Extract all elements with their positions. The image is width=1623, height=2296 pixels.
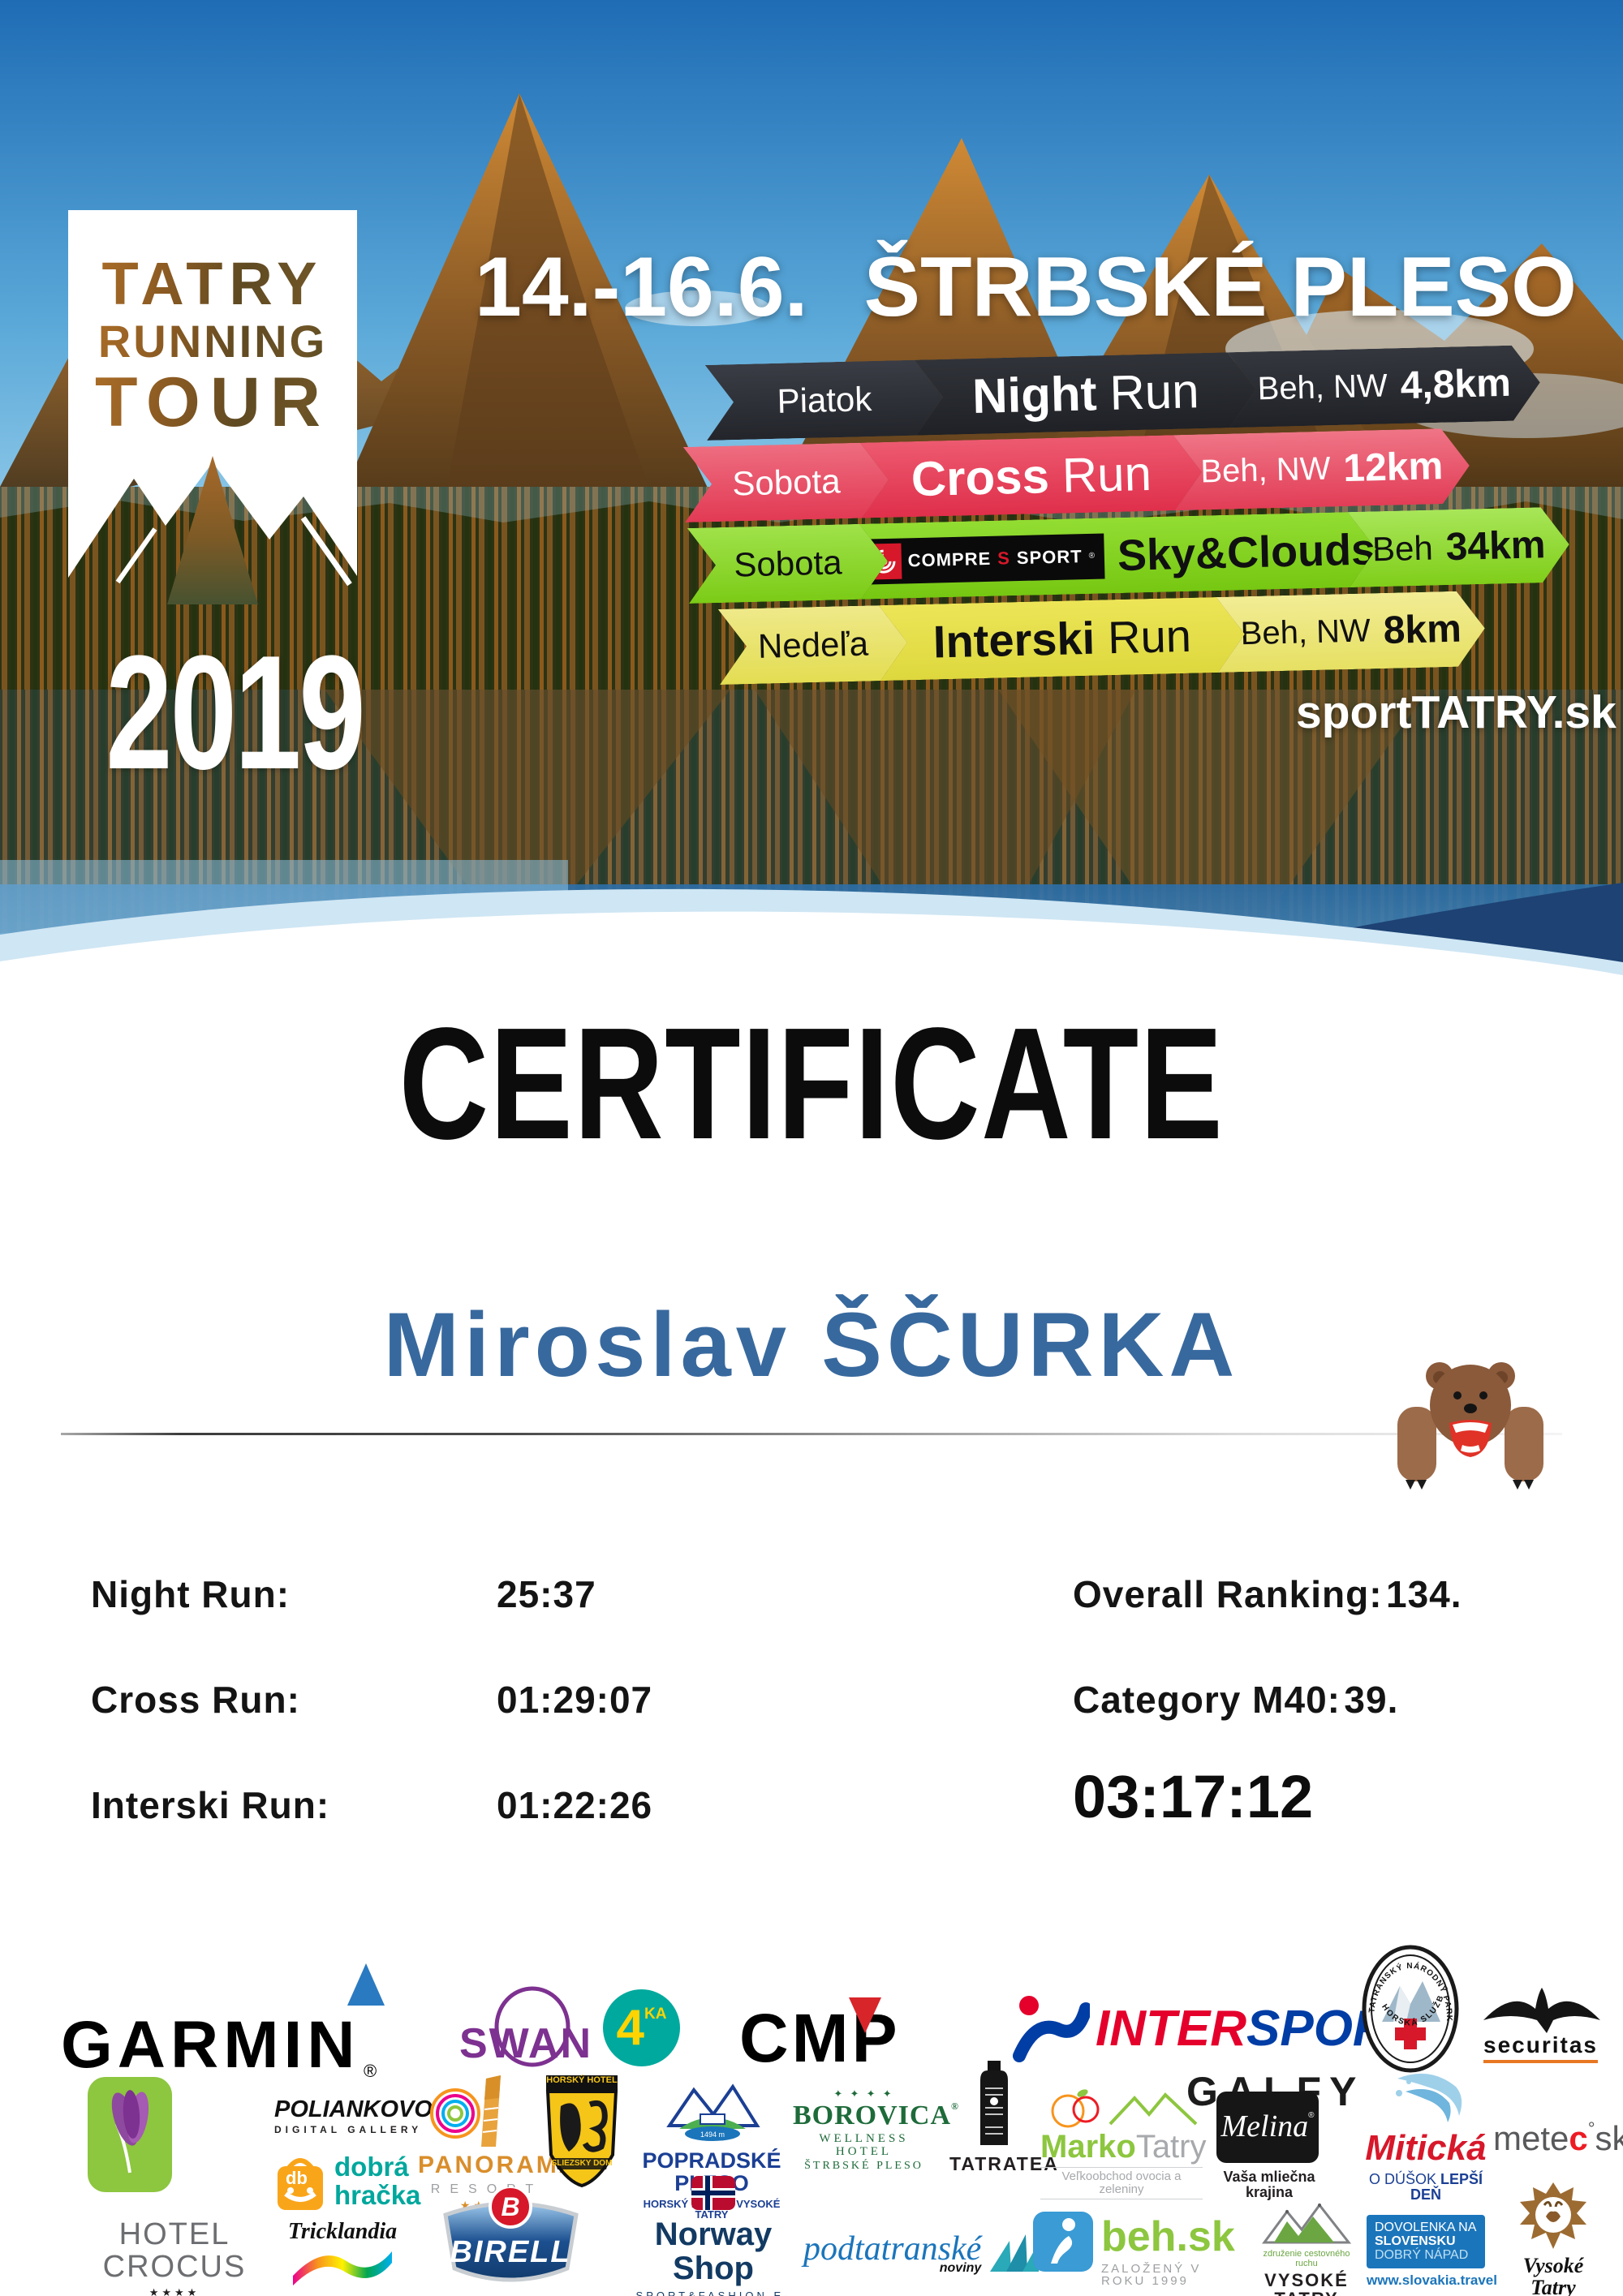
result-label: Cross Run: [91,1679,300,1721]
logo-year: 2019 [105,622,365,803]
norway-flag-icon [691,2176,735,2210]
race-title-segment: Cross Run [860,434,1203,518]
logo-line-tour: TOUR [68,368,357,437]
toy-bag-icon: db [278,2158,323,2210]
race-day-segment: Nedeľa [718,604,908,685]
rainbow-ribbon-icon [293,2251,392,2286]
certificate-title: CERTIFICATE [398,995,1225,1172]
swan-ring-icon [494,1986,570,2067]
sponsor-miticka: Mitická O DÚŠOK LEPŠÍ DEŇ [1357,2070,1495,2203]
tatry-mountains-icon [1262,2203,1352,2244]
bear-mascot-icon [1397,1362,1543,1490]
sponsor-melina: Melina ® Vaša mliečna krajina [1216,2092,1322,2200]
result-value: 25:37 [497,1573,596,1615]
sponsor-sliezsky-dom: HORSKÝ HOTEL SLIEZSKY DOM [541,2074,622,2194]
result-value: 01:29:07 [497,1679,653,1721]
sponsor-poliankovo: POLIANKOVO DIGITAL GALLERY [274,2096,433,2136]
race-day-segment: Sobota [683,442,889,522]
sponsor-tanap-badge: TATRANSKÝ NÁRODNÝ PARK HORSKÁ SLUŽBA [1357,1937,1460,2074]
water-splash-icon [1396,2073,1462,2122]
sponsor-behsk: beh.sk ZALOŽENÝ V ROKU 1999 [1033,2212,1235,2288]
race-info-segment: Beh, NW 8km [1216,591,1486,673]
race-info-segment: Beh 34km [1348,506,1570,587]
sponsor-dovolenka: DOVOLENKA NA SLOVENSKU DOBRÝ NÁPAD www.s… [1367,2215,1497,2288]
sponsor-tatratea: TATRATEA [949,2061,1057,2173]
sponsor-region-tatry: Vysoké Tatry REGIÓN www.regiontatry.sk [1500,2181,1606,2296]
chamois-emblem-icon [1520,2182,1586,2249]
category-ranking: Category M40: 39. [1073,1679,1399,1721]
cmp-triangle-icon [849,1997,881,2033]
garmin-delta-icon [347,1963,385,2006]
sponsor-meteo: metec°sk [1493,2118,1623,2157]
svg-text:db: db [286,2168,308,2188]
securitas-eagle-icon [1483,1988,1600,2033]
result-label: Night Run: [91,1573,291,1615]
sponsor-birell: B BIRELL [436,2185,586,2291]
svg-text:BIRELL: BIRELL [450,2235,570,2269]
race-title-segment: COMPRE S SPORT ® Sky&Clouds [859,511,1377,600]
sponsor-norway-shop: Norway Shop SPORT&FASHION E-SHOP [632,2176,794,2296]
tatratea-bottle-icon [980,2061,1008,2145]
svg-text:1494 m: 1494 m [700,2130,725,2139]
sponsor-tricklandia: Tricklandia [286,2220,399,2290]
behsk-runner-icon [1033,2212,1093,2272]
overall-ranking: Overall Ranking: 134. [1073,1573,1462,1615]
sponsor-hotel-crocus-text: HOTEL CROCUS ★★★★ ŠTRBSKÉ PLESO [102,2217,247,2296]
sponsor-4ka: 4 KA [603,1989,680,2066]
sponsor-podtatranske: podtatranské noviny [803,2230,982,2276]
sponsor-borovica: ✦ ✦ ✦ ✦ BOROVICA® WELLNESS HOTEL ŠTRBSKÉ… [793,2087,959,2172]
race-info-segment: Beh, NW 12km [1173,428,1470,510]
event-location: ŠTRBSKÉ PLESO [863,240,1577,334]
sponsor-marko-tatry: MarkoTatry Veľkoobchod ovocia a zeleniny [1040,2087,1207,2199]
event-date-location: 14.-16.6. ŠTRBSKÉ PLESO [475,243,1577,332]
result-label: Interski Run: [91,1784,330,1826]
sponsor-securitas: securitas [1483,2032,1598,2063]
logo-line-tatry: TATRY [68,254,357,314]
total-time: 03:17:12 [1073,1763,1314,1830]
svg-text:B: B [501,2192,519,2221]
event-date: 14.-16.6. [475,240,808,334]
website-url: sportTATRY.sk [1296,686,1617,738]
logo-line-running: RUNNING [68,319,357,364]
runner-name: Miroslav ŠČURKA [383,1294,1240,1395]
name-divider [61,1433,1562,1435]
logo-mountains-icon [68,438,357,604]
race-title-segment: Interski Run [879,596,1246,681]
poliankovo-rings-icon [430,2088,480,2139]
popradske-mountains-icon: 1494 m [666,2083,760,2141]
compressport-logo: COMPRE S SPORT ® [860,533,1105,584]
panorama-tower-icon [481,2075,501,2147]
race-day-segment: Sobota [687,523,889,604]
race-title-segment: Night Run [915,351,1257,435]
marko-tatry-icon [1051,2089,1198,2128]
sponsor-swan: SWAN [459,2020,592,2067]
hotel-crocus-flower-icon [88,2077,172,2192]
sponsor-vysoke-tatry: združenie cestovného ruchu VYSOKÉ TATRY … [1254,2200,1359,2296]
race-banner-sky-and-clouds: Sobota COMPRE S SPORT ® Sky&Clouds Beh 34km [687,506,1570,604]
sponsor-dobra-hracka: db dobrá hračka [274,2152,420,2217]
sponsor-garmin: GARMIN ® [61,2008,377,2082]
race-info-segment: Beh, NW 4,8km [1228,345,1541,428]
result-value: 01:22:26 [497,1784,653,1826]
intersport-swoosh-icon [1013,1996,1090,2062]
race-day-segment: Piatok [705,359,944,441]
tatry-running-tour-logo: TATRY RUNNING TOUR [68,210,357,438]
